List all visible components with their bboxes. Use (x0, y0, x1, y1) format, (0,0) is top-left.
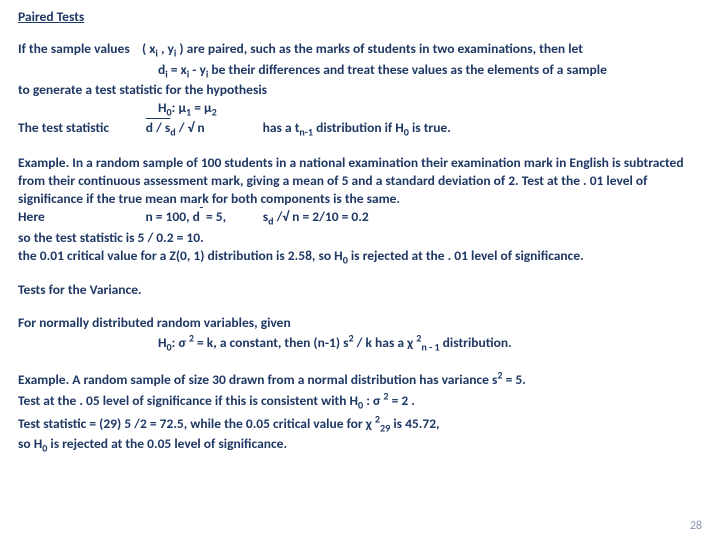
paragraph-2: Example. In a random sample of 100 stude… (18, 154, 702, 268)
paragraph-4: Example. A random sample of size 30 draw… (18, 369, 702, 456)
page-number: 28 (690, 518, 702, 534)
paired-tests-title: Paired Tests (18, 8, 702, 26)
tests-variance-heading: Tests for the Variance. (18, 281, 702, 299)
paragraph-3: For normally distributed random variable… (18, 314, 702, 355)
paragraph-1: If the sample values ( xi , yi ) are pai… (18, 40, 702, 140)
